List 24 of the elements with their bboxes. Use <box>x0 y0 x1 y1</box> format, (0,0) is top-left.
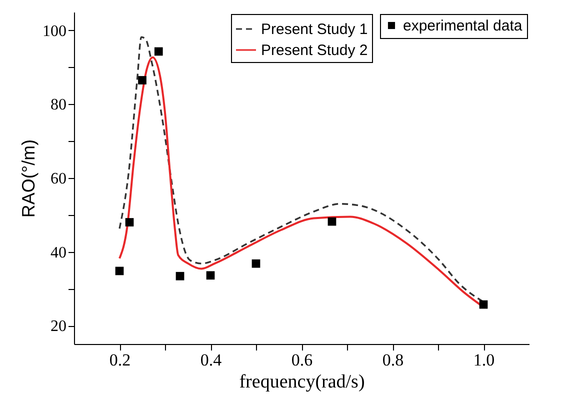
x-tick-label: 0.4 <box>200 350 222 370</box>
y-tick-label: 60 <box>50 170 66 188</box>
x-tick-label: 0.2 <box>109 350 131 370</box>
x-axis-title: frequency(rad/s) <box>239 372 365 392</box>
legend-label: experimental data <box>403 18 523 34</box>
y-tick-label: 40 <box>50 244 66 262</box>
x-tick-label: 1.0 <box>473 350 495 370</box>
y-tick-label: 100 <box>42 22 66 40</box>
legend-label: Present Study 1 <box>261 21 368 38</box>
point <box>115 266 124 276</box>
point <box>252 259 260 268</box>
y-tick-label: 80 <box>50 96 66 114</box>
point <box>176 272 184 280</box>
y-axis-title: RAO(°/m) <box>18 139 38 218</box>
point <box>479 300 488 309</box>
x-tick-label: 0.8 <box>382 350 404 370</box>
x-tick-label: 0.6 <box>291 350 313 370</box>
legend-label: Present Study 2 <box>261 42 368 59</box>
point <box>328 217 336 226</box>
point <box>125 218 134 226</box>
point <box>138 76 146 84</box>
y-tick-label: 20 <box>50 318 66 336</box>
point <box>154 47 163 56</box>
point <box>206 271 215 280</box>
